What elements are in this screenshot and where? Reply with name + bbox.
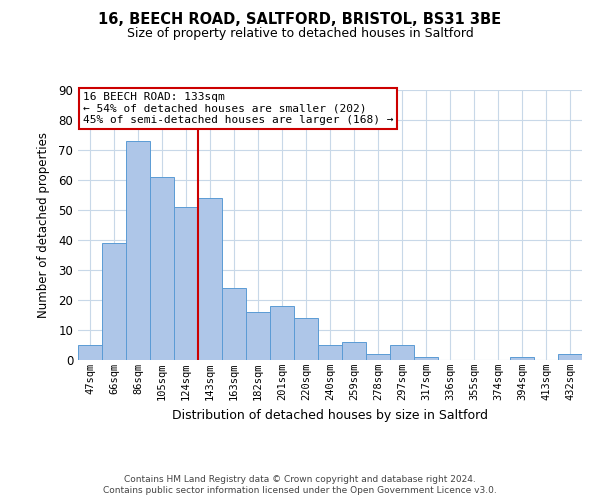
Bar [198, 198, 222, 360]
Bar [414, 357, 438, 360]
Bar [270, 306, 294, 360]
Text: 16, BEECH ROAD, SALTFORD, BRISTOL, BS31 3BE: 16, BEECH ROAD, SALTFORD, BRISTOL, BS31 … [98, 12, 502, 28]
Text: Contains HM Land Registry data © Crown copyright and database right 2024.: Contains HM Land Registry data © Crown c… [124, 475, 476, 484]
Bar [318, 345, 342, 360]
Bar [342, 342, 366, 360]
Bar [174, 207, 198, 360]
Y-axis label: Number of detached properties: Number of detached properties [37, 132, 50, 318]
Bar [150, 177, 174, 360]
Bar [510, 357, 534, 360]
Bar [222, 288, 246, 360]
Bar [126, 141, 150, 360]
Bar [366, 354, 390, 360]
X-axis label: Distribution of detached houses by size in Saltford: Distribution of detached houses by size … [172, 408, 488, 422]
Bar [102, 243, 126, 360]
Bar [294, 318, 318, 360]
Text: Size of property relative to detached houses in Saltford: Size of property relative to detached ho… [127, 28, 473, 40]
Bar [246, 312, 270, 360]
Text: Contains public sector information licensed under the Open Government Licence v3: Contains public sector information licen… [103, 486, 497, 495]
Bar [558, 354, 582, 360]
Bar [390, 345, 414, 360]
Text: 16 BEECH ROAD: 133sqm
← 54% of detached houses are smaller (202)
45% of semi-det: 16 BEECH ROAD: 133sqm ← 54% of detached … [83, 92, 394, 124]
Bar [78, 345, 102, 360]
